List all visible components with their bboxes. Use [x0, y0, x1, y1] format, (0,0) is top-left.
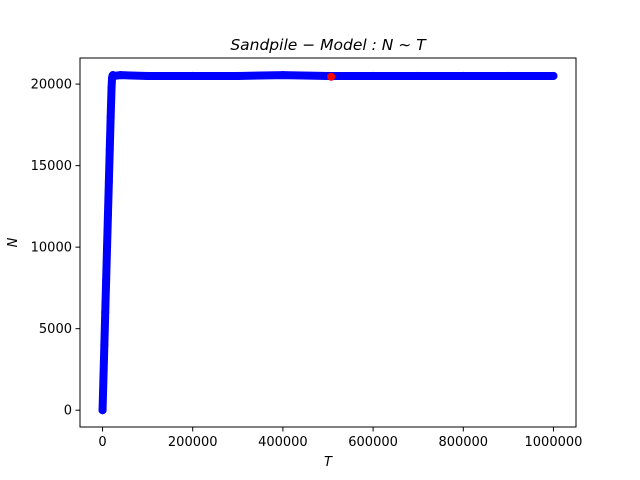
data-point	[107, 83, 116, 92]
data-point	[103, 243, 112, 252]
data-point	[109, 71, 118, 80]
x-axis-label: T	[324, 455, 333, 470]
x-tick-label: 200000	[168, 435, 218, 450]
data-point	[106, 112, 115, 121]
data-point	[504, 71, 513, 80]
y-tick-label: 10000	[31, 241, 72, 256]
data-point	[103, 210, 112, 219]
chart-title: Sandpile − Model : N ∼ T	[230, 36, 427, 54]
y-tick-label: 15000	[31, 159, 72, 174]
y-tick-label: 5000	[39, 322, 72, 337]
data-point	[549, 71, 558, 80]
plot-frame	[79, 57, 577, 428]
data-point	[233, 71, 242, 80]
series-0	[98, 71, 558, 415]
data-point	[116, 71, 125, 80]
data-point	[105, 145, 114, 154]
data-point	[414, 71, 423, 80]
data-point	[100, 340, 109, 349]
data-point	[327, 72, 336, 81]
y-axis-label: N	[6, 237, 21, 247]
data-point	[143, 71, 152, 80]
y-tick-label: 0	[64, 404, 72, 419]
data-point	[369, 71, 378, 80]
data-point	[98, 406, 107, 415]
data-point	[99, 373, 108, 382]
plot-area	[80, 58, 576, 427]
data-point	[102, 275, 111, 284]
series-1	[327, 72, 336, 81]
data-point	[278, 71, 287, 80]
y-axis: 0 5000 10000 15000 20000	[31, 78, 80, 419]
x-axis: 0 200000 400000 600000 800000 1000000	[98, 427, 582, 450]
data-point	[188, 71, 197, 80]
data-point	[101, 308, 110, 317]
x-tick-label: 600000	[348, 435, 398, 450]
data-point	[104, 177, 113, 186]
data-point	[459, 71, 468, 80]
x-tick-label: 400000	[258, 435, 308, 450]
x-tick-label: 0	[98, 435, 106, 450]
series-layer	[98, 71, 558, 415]
x-tick-label: 1000000	[525, 435, 583, 450]
x-tick-label: 800000	[438, 435, 488, 450]
y-tick-label: 20000	[31, 78, 72, 93]
